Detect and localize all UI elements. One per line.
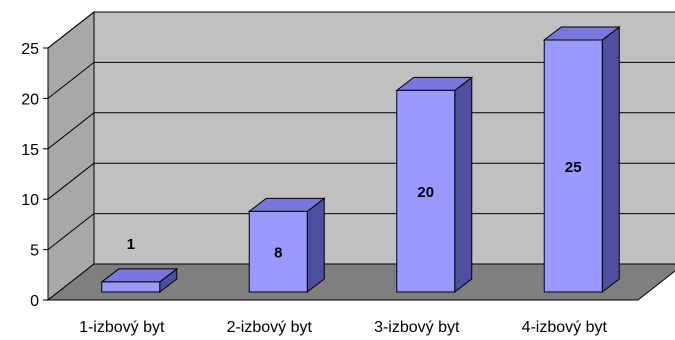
bar <box>100 267 179 294</box>
data-label: 1 <box>127 236 135 253</box>
data-label: 20 <box>417 184 434 201</box>
data-label: 25 <box>565 159 582 176</box>
x-axis: 1-izbový byt 2-izbový byt 3-izbový byt 4-iz… <box>48 299 638 336</box>
bar-front <box>248 210 308 293</box>
bar-side <box>306 197 325 294</box>
x-tick-label: 2-izbový byt <box>227 319 313 336</box>
y-tick-label: 10 <box>21 192 39 209</box>
y-tick-label: 0 <box>30 293 39 310</box>
bar <box>542 25 621 294</box>
x-tick-label: 1-izbový byt <box>79 319 165 336</box>
data-labels: 1 8 20 25 <box>127 159 582 262</box>
gridline <box>47 162 95 200</box>
bar-front <box>543 39 603 293</box>
bar-front <box>396 89 456 293</box>
bar-side <box>601 25 620 294</box>
data-label: 8 <box>274 245 282 262</box>
bars <box>100 25 621 294</box>
gridline <box>47 11 95 49</box>
gridline <box>47 62 95 99</box>
y-tick-label: 5 <box>30 243 39 260</box>
bar <box>395 76 474 294</box>
side-wall <box>47 10 95 302</box>
bar-side <box>454 76 473 294</box>
x-tick-label: 4-izbový byt <box>522 319 608 336</box>
gridline <box>47 112 95 150</box>
bar <box>247 197 326 294</box>
y-tick-label: 15 <box>21 142 39 159</box>
y-axis: 0 5 10 15 20 25 <box>21 41 49 310</box>
gridline <box>47 213 95 250</box>
bar-front <box>101 281 161 293</box>
y-tick-label: 20 <box>21 91 39 108</box>
y-tick-label: 25 <box>21 41 39 58</box>
x-tick-label: 3-izbový byt <box>374 319 460 336</box>
chart-walls <box>46 10 675 302</box>
